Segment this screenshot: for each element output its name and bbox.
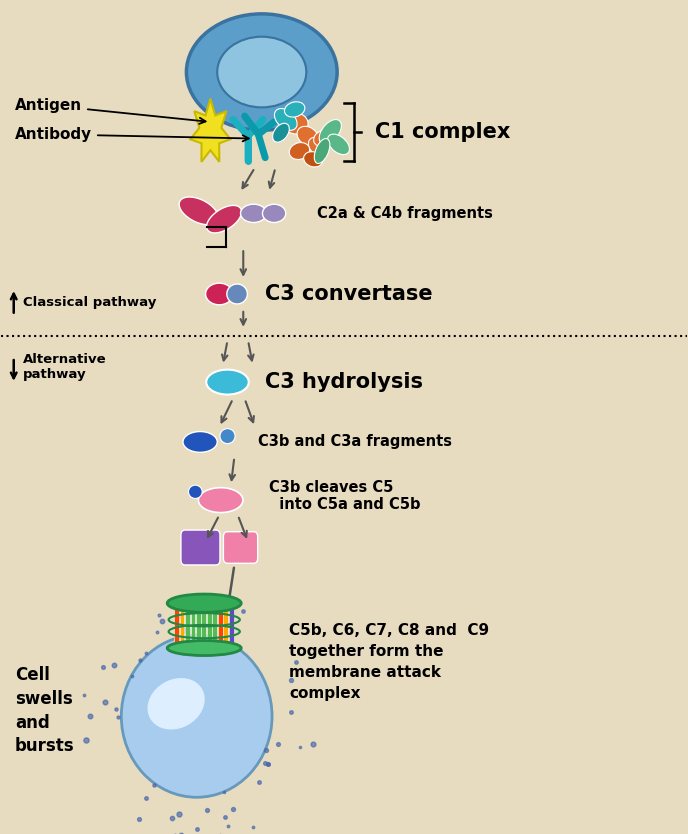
FancyBboxPatch shape (174, 608, 179, 643)
Ellipse shape (327, 134, 350, 154)
Ellipse shape (284, 113, 308, 134)
Ellipse shape (227, 284, 248, 304)
Ellipse shape (186, 14, 337, 130)
Text: C3 convertase: C3 convertase (265, 284, 433, 304)
FancyBboxPatch shape (224, 608, 228, 643)
Text: C3b and C3a fragments: C3b and C3a fragments (259, 435, 452, 450)
FancyBboxPatch shape (181, 530, 220, 565)
Text: Antibody: Antibody (15, 127, 249, 142)
Text: C3b cleaves C5
  into C5a and C5b: C3b cleaves C5 into C5a and C5b (268, 480, 420, 512)
FancyBboxPatch shape (207, 608, 212, 643)
FancyBboxPatch shape (218, 608, 223, 643)
Ellipse shape (220, 429, 235, 444)
FancyBboxPatch shape (229, 608, 234, 643)
Ellipse shape (289, 143, 310, 159)
Ellipse shape (206, 284, 233, 304)
Text: Classical pathway: Classical pathway (23, 296, 157, 309)
Ellipse shape (319, 119, 341, 144)
FancyBboxPatch shape (224, 532, 258, 563)
Ellipse shape (314, 131, 330, 146)
Ellipse shape (183, 431, 217, 452)
Ellipse shape (147, 678, 205, 730)
Text: C3 hydrolysis: C3 hydrolysis (265, 372, 423, 392)
FancyBboxPatch shape (180, 608, 184, 643)
Ellipse shape (297, 126, 319, 146)
Ellipse shape (206, 205, 241, 233)
Text: C1 complex: C1 complex (375, 122, 510, 142)
Text: Cell
swells
and
bursts: Cell swells and bursts (15, 666, 75, 755)
FancyBboxPatch shape (202, 608, 206, 643)
Ellipse shape (308, 138, 327, 157)
FancyBboxPatch shape (196, 608, 201, 643)
Ellipse shape (284, 102, 305, 117)
Ellipse shape (167, 641, 241, 656)
Ellipse shape (272, 123, 290, 142)
Ellipse shape (262, 204, 286, 223)
Text: C5b, C6, C7, C8 and  C9
together form the
membrane attack
complex: C5b, C6, C7, C8 and C9 together form the… (289, 623, 489, 701)
Ellipse shape (179, 197, 218, 224)
Ellipse shape (303, 152, 323, 167)
Ellipse shape (314, 138, 330, 163)
Ellipse shape (206, 369, 249, 394)
Ellipse shape (275, 108, 297, 130)
Ellipse shape (217, 37, 306, 108)
Ellipse shape (189, 485, 202, 499)
Polygon shape (191, 98, 230, 162)
Ellipse shape (167, 594, 241, 612)
FancyBboxPatch shape (191, 608, 195, 643)
Text: C2a & C4b fragments: C2a & C4b fragments (316, 206, 493, 221)
Ellipse shape (241, 204, 266, 223)
Text: Alternative
pathway: Alternative pathway (23, 353, 107, 381)
Ellipse shape (121, 636, 272, 797)
FancyBboxPatch shape (185, 608, 190, 643)
Text: Antigen: Antigen (15, 98, 206, 123)
Ellipse shape (198, 488, 243, 513)
FancyBboxPatch shape (213, 608, 217, 643)
